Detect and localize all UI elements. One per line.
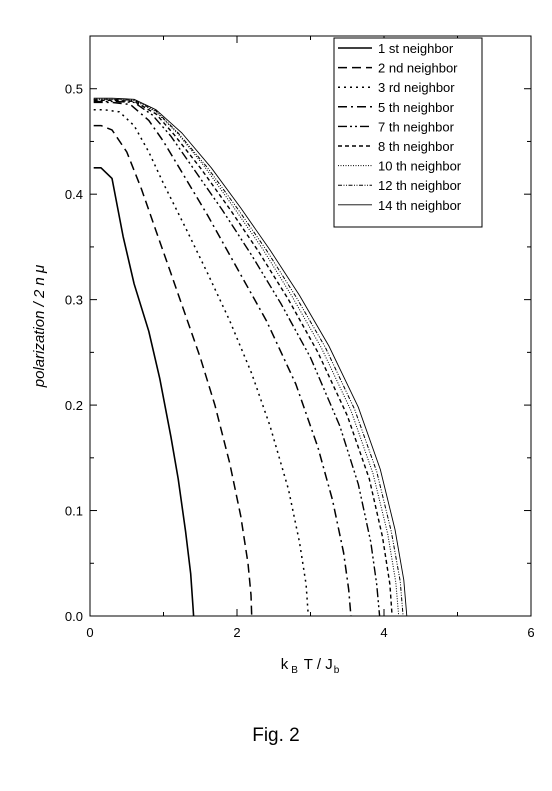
chart-figure: 0 2 4 6 0.0 0.1 0.2 0.3 0.4 0.5 polarization / 2 … <box>31 35 535 676</box>
series-line-6 <box>93 99 393 617</box>
series-layer <box>93 97 408 617</box>
series-line-1 <box>93 167 195 617</box>
series-line-9 <box>93 97 408 617</box>
legend-label-1: 1 st neighbor <box>378 41 454 56</box>
legend-label-9: 14 th neighbor <box>378 198 462 213</box>
x-tick-label: 2 <box>233 625 240 640</box>
figure-caption: Fig. 2 <box>252 725 300 746</box>
y-tick-label: 0.4 <box>65 187 83 202</box>
y-axis-title: polarization / 2 n μ <box>31 265 48 388</box>
x-tick-label: 4 <box>380 625 387 640</box>
series-line-2 <box>93 124 253 617</box>
legend-label-4: 5 th neighbor <box>378 100 455 115</box>
x-tick-label: 0 <box>86 625 93 640</box>
y-tick-label: 0.0 <box>65 609 83 624</box>
series-line-4 <box>93 101 352 617</box>
legend-label-3: 3 rd neighbor <box>378 80 455 95</box>
series-line-3 <box>93 109 310 617</box>
axis-ticks: 0 2 4 6 0.0 0.1 0.2 0.3 0.4 0.5 <box>65 35 535 640</box>
legend-label-6: 8 th neighbor <box>378 139 455 154</box>
series-line-8 <box>93 98 404 617</box>
legend-box <box>333 37 483 228</box>
x-tick-label: 6 <box>527 625 534 640</box>
legend-label-5: 7 th neighbor <box>378 119 455 134</box>
legend: 1 st neighbor 2 nd neighbor 3 rd neighbor 5… <box>333 37 483 228</box>
y-tick-label: 0.2 <box>65 398 83 413</box>
y-tick-label: 0.3 <box>65 293 83 308</box>
legend-label-7: 10 th neighbor <box>378 159 462 174</box>
y-tick-label: 0.5 <box>65 82 83 97</box>
y-tick-label: 0.1 <box>65 504 83 519</box>
legend-items: 1 st neighbor 2 nd neighbor 3 rd neighbor 5… <box>338 41 462 213</box>
series-line-5 <box>93 100 381 617</box>
legend-label-8: 12 th neighbor <box>378 178 462 193</box>
legend-label-2: 2 nd neighbor <box>378 61 458 76</box>
